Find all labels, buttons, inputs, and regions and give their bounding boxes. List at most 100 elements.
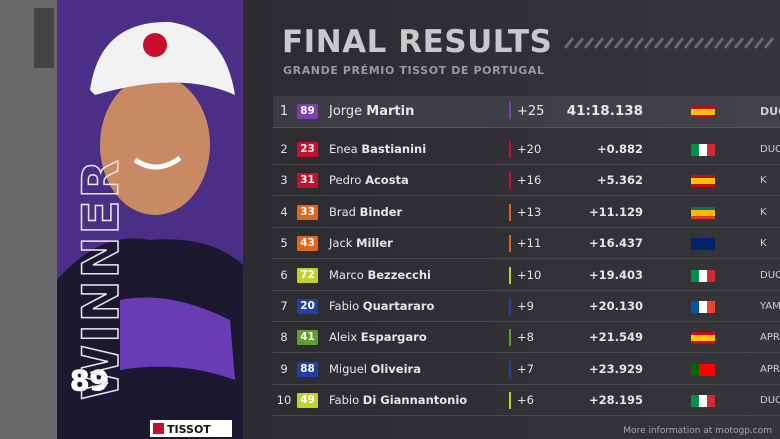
result-row: 1 89 Jorge Martin +25 41:18.138 DUCA xyxy=(273,96,780,128)
flag xyxy=(691,106,715,118)
result-row: 9 88 Miguel Oliveira +7 +23.929 APRI xyxy=(273,355,780,385)
result-row: 10 49 Fabio Di Giannantonio +6 +28.195 DUC xyxy=(273,386,780,417)
flag-stripe xyxy=(691,335,715,342)
points: +7 xyxy=(517,361,534,376)
first-name: Brad xyxy=(329,204,356,219)
rider-name: Fabio Quartararo xyxy=(329,292,434,321)
flag xyxy=(691,206,715,219)
title: FINAL RESULTS xyxy=(282,24,553,60)
last-name: Bastianini xyxy=(361,142,427,156)
rider-number: 43 xyxy=(297,236,318,252)
sponsor-box xyxy=(150,420,232,437)
flag-stripe xyxy=(691,269,699,282)
flag-stripe xyxy=(691,247,715,251)
points-bar xyxy=(509,235,511,253)
first-name: Miguel xyxy=(329,361,367,376)
flag-stripe xyxy=(691,106,715,109)
flag-stripe xyxy=(691,241,715,248)
flag xyxy=(691,144,715,156)
points: +20 xyxy=(517,142,542,156)
result-row: 4 33 Brad Binder +13 +11.129 K xyxy=(273,198,780,228)
suit-number: 89 xyxy=(70,364,109,397)
rider-number: 88 xyxy=(297,361,318,377)
rider-name: Enea Bastianini xyxy=(329,135,426,164)
flag xyxy=(691,175,715,188)
team: K xyxy=(760,175,767,187)
first-name: Fabio xyxy=(329,299,360,313)
flag xyxy=(691,238,715,251)
team: K xyxy=(760,206,767,218)
time: +5.362 xyxy=(596,173,643,188)
time: 41:18.138 xyxy=(566,103,643,119)
team: YAMA xyxy=(760,301,780,312)
sponsor: TISSOT xyxy=(167,423,211,436)
suit-panel xyxy=(120,297,235,380)
flag-stripe xyxy=(691,209,715,216)
result-row: 8 41 Aleix Espargaro +8 +21.549 APRI xyxy=(273,323,780,354)
result-row: 6 72 Marco Bezzecchi +10 +19.403 DUC xyxy=(273,261,780,291)
result-row: 3 31 Pedro Acosta +16 +5.362 K xyxy=(273,166,780,197)
flag-stripe xyxy=(691,395,699,408)
last-name: Espargaro xyxy=(360,330,427,345)
time: +16.437 xyxy=(588,236,643,251)
time: +11.129 xyxy=(588,204,643,219)
flag-stripe xyxy=(707,144,715,156)
first-name: Pedro xyxy=(329,173,362,188)
flag-stripe xyxy=(691,184,715,188)
flag-stripe xyxy=(691,115,715,118)
flag xyxy=(691,395,715,408)
sponsor-icon xyxy=(153,423,164,434)
flag xyxy=(691,269,715,282)
points-bar xyxy=(509,298,511,315)
winner-label: WINNER xyxy=(72,158,130,400)
flag xyxy=(691,332,715,345)
result-row: 5 43 Jack Miller +11 +16.437 K xyxy=(273,229,780,260)
smile xyxy=(133,155,182,170)
team: APRI xyxy=(760,363,780,375)
flag-stripe xyxy=(691,178,715,185)
time: +0.882 xyxy=(596,142,643,156)
rider-number: 20 xyxy=(297,299,318,314)
winner-photo: 89 WINNER TISSOT xyxy=(0,0,243,439)
last-name: Acosta xyxy=(365,173,409,188)
result-row: 2 23 Enea Bastianini +20 +0.882 DUC xyxy=(273,135,780,165)
rider-name: Brad Binder xyxy=(329,198,402,227)
rider-number: 31 xyxy=(297,173,318,189)
time: +21.549 xyxy=(588,330,643,345)
flag-stripe xyxy=(691,238,715,242)
rider-name: Jack Miller xyxy=(329,229,393,258)
first-name: Aleix xyxy=(329,330,358,345)
team: DUC xyxy=(760,269,780,281)
points-bar xyxy=(509,266,511,284)
rider-number: 23 xyxy=(297,142,318,157)
flag-stripe xyxy=(707,269,715,282)
time: +28.195 xyxy=(588,393,643,408)
rider-number: 49 xyxy=(297,393,318,409)
flag xyxy=(691,363,715,376)
rider-name: Aleix Espargaro xyxy=(329,323,427,352)
flag-stripe xyxy=(691,206,715,210)
team: DUC xyxy=(760,395,780,407)
position: 1 xyxy=(279,104,289,119)
first-name: Fabio xyxy=(329,393,360,408)
cap xyxy=(90,21,235,95)
rider-number: 89 xyxy=(297,104,318,119)
subtitle: GRANDE PRÉMIO TISSOT DE PORTUGAL xyxy=(283,64,545,77)
points-bar xyxy=(509,102,511,119)
last-name: Bezzecchi xyxy=(367,267,431,282)
points: +10 xyxy=(517,267,542,282)
background xyxy=(34,8,54,68)
rider-name: Marco Bezzecchi xyxy=(329,261,431,290)
flag-stripe xyxy=(691,332,715,336)
position: 7 xyxy=(280,299,288,313)
team: APRI xyxy=(760,332,780,344)
time: +20.130 xyxy=(588,299,643,313)
flag-stripe xyxy=(699,363,707,376)
rider-number: 33 xyxy=(297,204,318,220)
first-name: Jorge xyxy=(329,104,363,119)
last-name: Oliveira xyxy=(370,361,421,376)
position: 3 xyxy=(280,173,288,188)
face xyxy=(100,75,210,215)
points-bar xyxy=(509,203,511,221)
